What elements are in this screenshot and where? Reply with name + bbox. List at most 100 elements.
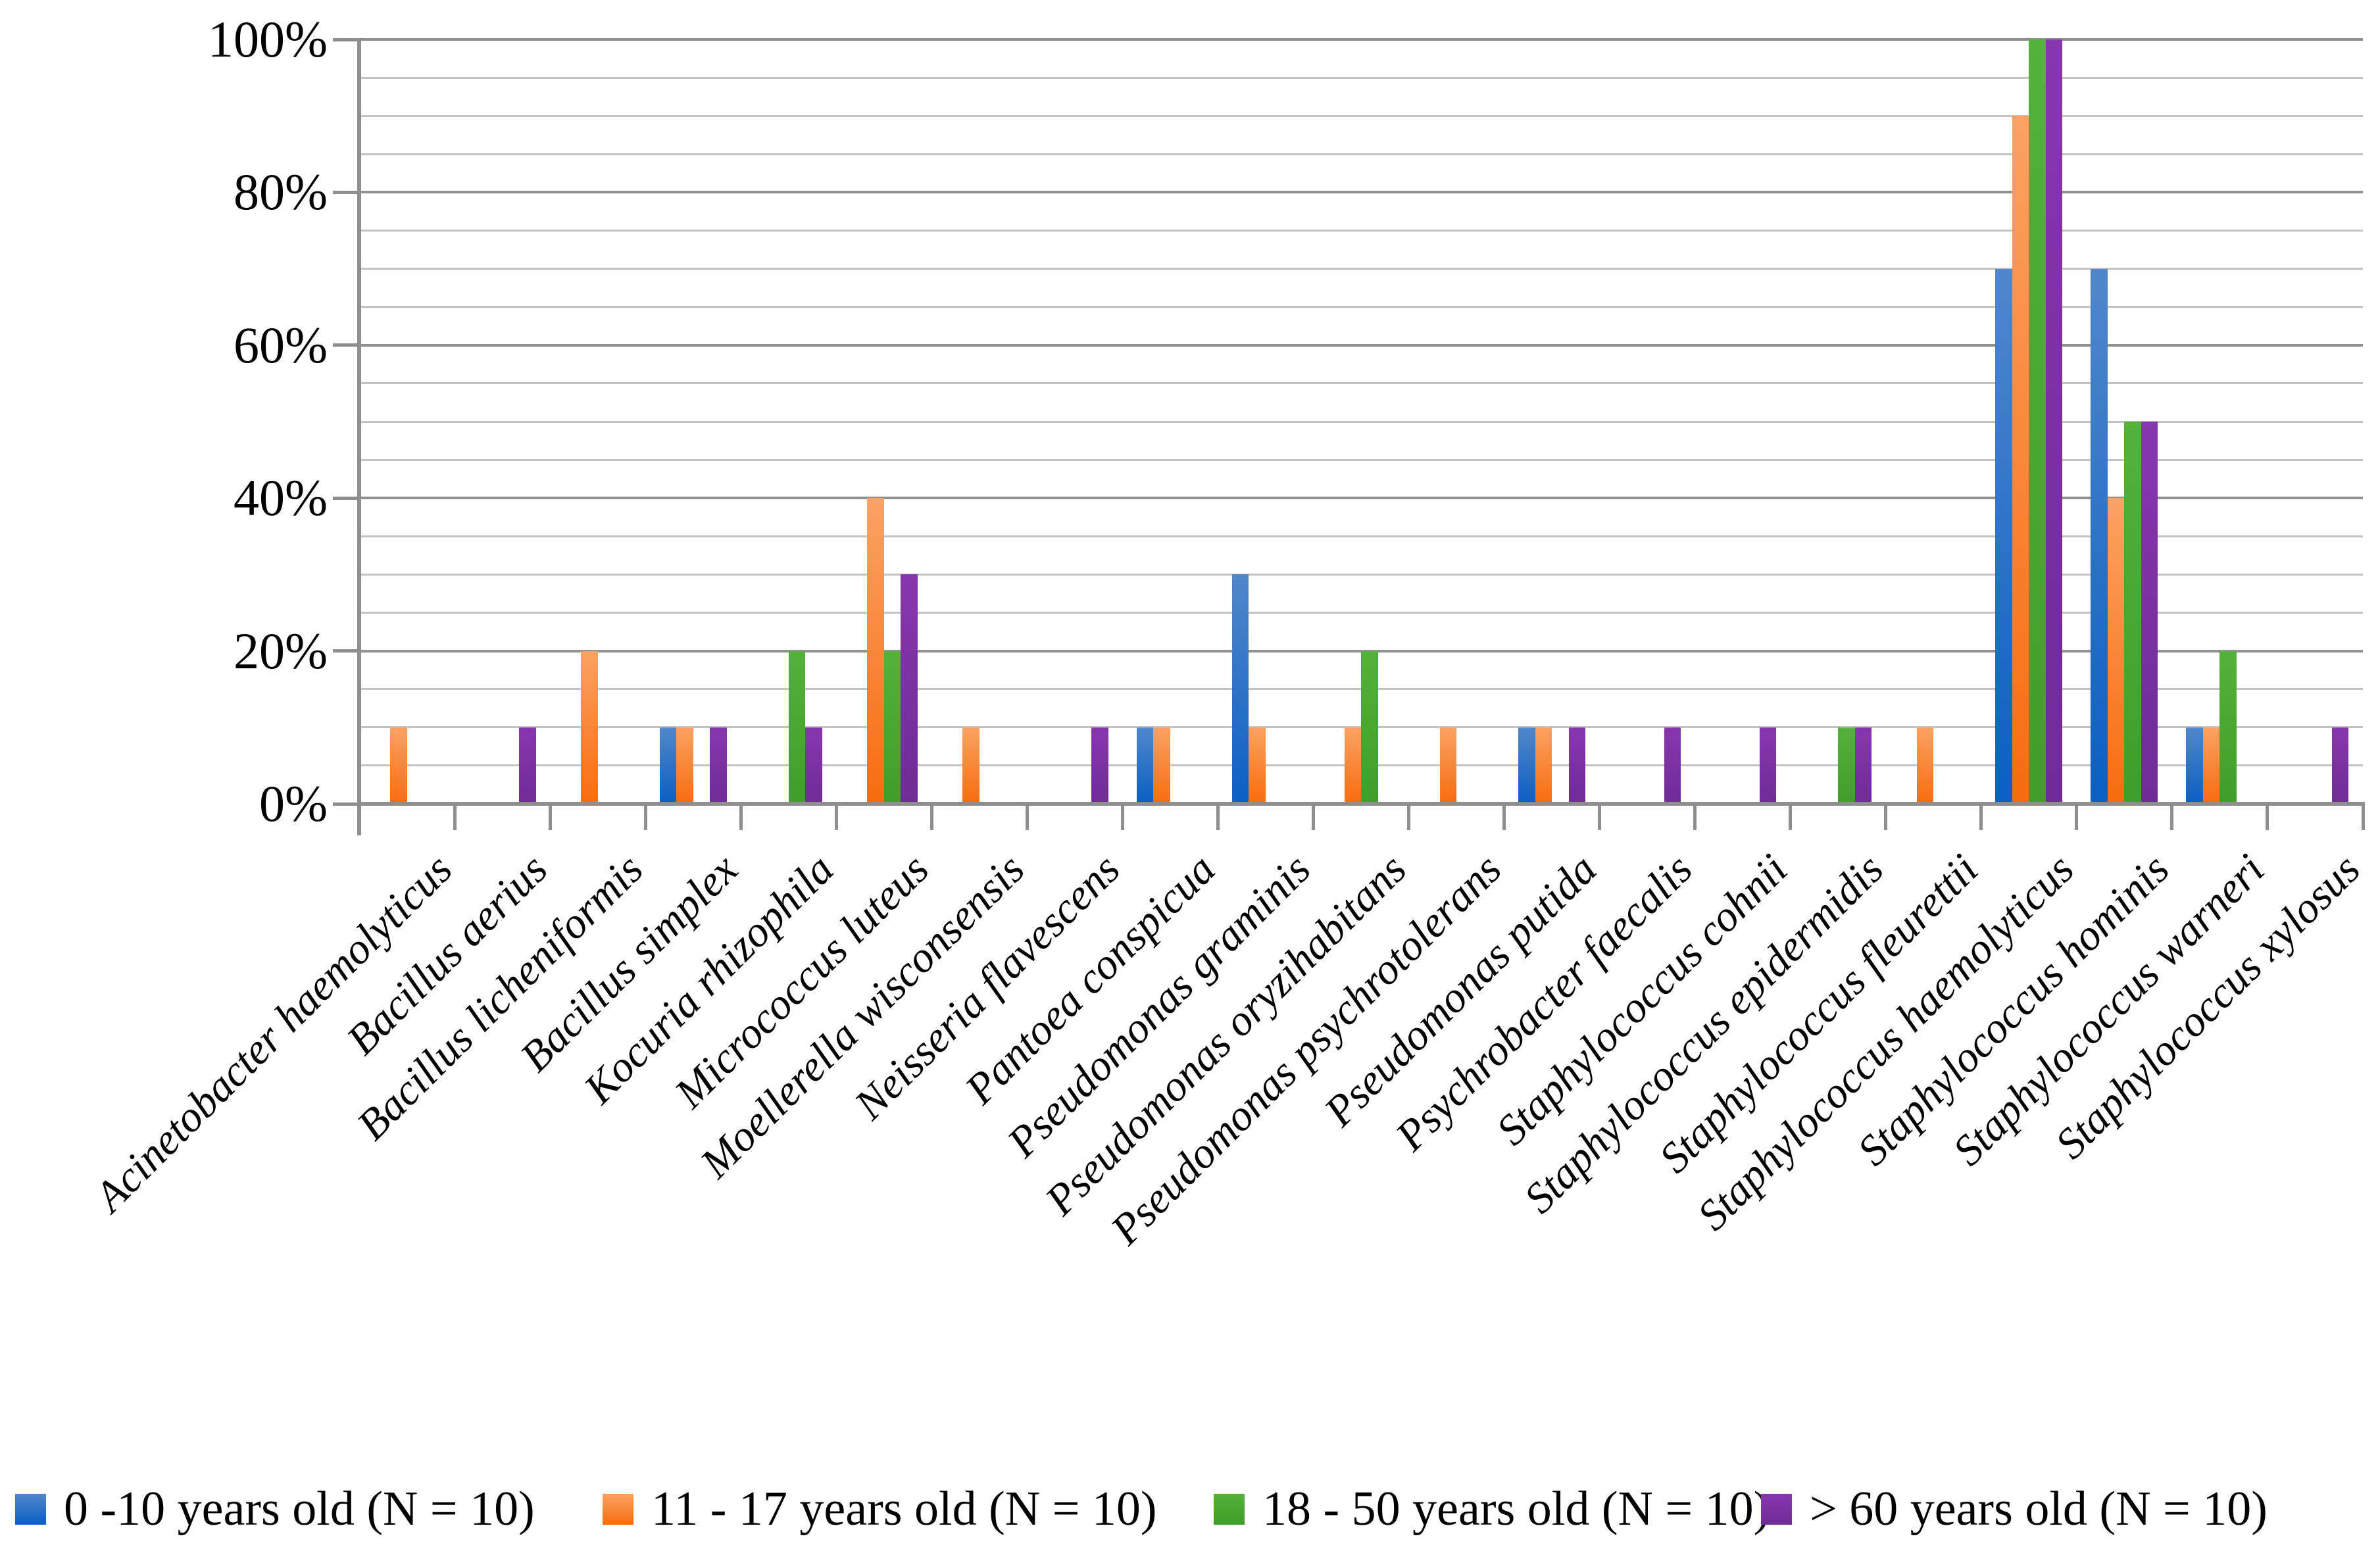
y-axis-label: 40% [234, 469, 328, 527]
bar-series3-cat18 [2141, 422, 2158, 804]
x-axis-tick [1025, 804, 1029, 830]
bar-series3-cat5 [901, 574, 918, 804]
x-axis-tick [453, 804, 457, 830]
legend-label: 11 - 17 years old (N = 10) [651, 1482, 1157, 1536]
y-axis-label: 100% [208, 11, 328, 68]
bar-series2-cat10 [1361, 651, 1378, 804]
legend-item: > 60 years old (N = 10) [1761, 1481, 2268, 1537]
bar-series1-cat11 [1439, 727, 1457, 804]
legend-label: > 60 years old (N = 10) [1810, 1482, 2268, 1536]
y-axis-label: 0% [259, 775, 328, 832]
bar-series3-cat20 [2331, 727, 2349, 804]
legend-swatch-icon [15, 1494, 46, 1525]
gridline-major [359, 191, 2363, 194]
gridline-minor [359, 382, 2363, 385]
bar-series0-cat8 [1136, 727, 1154, 804]
x-axis-tick [1407, 804, 1411, 830]
legend-swatch-icon [1761, 1494, 1792, 1525]
bar-series1-cat10 [1344, 727, 1361, 804]
bar-series3-cat17 [2045, 39, 2063, 804]
x-axis-tick [1502, 804, 1506, 830]
gridline-minor [359, 268, 2363, 270]
y-axis-label: 80% [234, 163, 328, 221]
legend-label: 0 -10 years old (N = 10) [64, 1482, 535, 1536]
gridline-major [359, 649, 2363, 653]
gridline-minor [359, 535, 2363, 537]
y-axis-label: 60% [234, 316, 328, 374]
x-axis-tick [357, 804, 361, 830]
bar-series3-cat15 [1854, 727, 1872, 804]
bar-series1-cat2 [581, 651, 598, 804]
gridline-minor [359, 573, 2363, 576]
bar-series3-cat13 [1664, 727, 1681, 804]
gridline-minor [359, 230, 2363, 232]
bar-series3-cat12 [1568, 727, 1586, 804]
bar-series2-cat15 [1838, 727, 1855, 804]
bar-series1-cat9 [1249, 727, 1266, 804]
x-axis-tick [643, 804, 647, 830]
bar-series1-cat3 [676, 727, 693, 804]
x-axis-tick [1693, 804, 1697, 830]
bar-series0-cat12 [1518, 727, 1535, 804]
gridline-minor [359, 306, 2363, 308]
bar-series3-cat7 [1091, 727, 1108, 804]
gridline-minor [359, 76, 2363, 79]
y-axis-line [357, 39, 361, 835]
gridline-minor [359, 153, 2363, 155]
y-axis-tick [333, 343, 359, 347]
x-axis-label: Acinetobacter haemolyticus [85, 845, 461, 1221]
x-axis-tick [1979, 804, 1983, 830]
legend-swatch-icon [1214, 1494, 1245, 1525]
x-axis-tick [834, 804, 838, 830]
x-axis-tick [1598, 804, 1602, 830]
bar-series1-cat0 [390, 727, 407, 804]
gridline-minor [359, 420, 2363, 423]
x-axis-tick [2170, 804, 2174, 830]
bar-series3-cat1 [519, 727, 536, 804]
x-axis-tick [1789, 804, 1793, 830]
bar-series2-cat19 [2219, 651, 2237, 804]
legend-item: 18 - 50 years old (N = 10) [1214, 1481, 1770, 1537]
y-axis-tick [333, 37, 359, 41]
bar-series0-cat3 [659, 727, 677, 804]
bar-series3-cat14 [1759, 727, 1777, 804]
y-axis-label: 20% [234, 622, 328, 679]
x-axis-tick [1311, 804, 1315, 830]
bar-series2-cat5 [883, 651, 901, 804]
gridline-major [359, 38, 2363, 41]
bar-series1-cat18 [2107, 498, 2125, 804]
bar-series1-cat16 [1916, 727, 1934, 804]
gridline-major [359, 497, 2363, 500]
legend-label: 18 - 50 years old (N = 10) [1262, 1482, 1770, 1536]
bar-series3-cat3 [710, 727, 727, 804]
x-axis-tick [2075, 804, 2079, 830]
x-axis-tick [2361, 804, 2365, 830]
gridline-minor [359, 114, 2363, 117]
x-axis-tick [1120, 804, 1124, 830]
bar-series0-cat18 [2091, 269, 2108, 804]
x-axis-line [357, 802, 2365, 806]
bar-series2-cat4 [788, 651, 806, 804]
bar-series0-cat19 [2186, 727, 2203, 804]
y-axis-tick [333, 802, 359, 806]
y-axis-tick [333, 649, 359, 653]
bar-series1-cat5 [867, 498, 884, 804]
bar-series2-cat17 [2029, 39, 2046, 804]
legend-item: 11 - 17 years old (N = 10) [603, 1481, 1157, 1537]
legend-swatch-icon [603, 1494, 633, 1525]
legend-item: 0 -10 years old (N = 10) [15, 1481, 535, 1537]
x-axis-tick [1216, 804, 1220, 830]
bar-series1-cat6 [962, 727, 979, 804]
x-axis-tick [930, 804, 933, 830]
gridline-minor [359, 458, 2363, 461]
x-axis-tick [2266, 804, 2269, 830]
bar-series1-cat19 [2202, 727, 2220, 804]
y-axis-tick [333, 190, 359, 194]
bar-series0-cat9 [1231, 574, 1249, 804]
gridline-major [359, 343, 2363, 347]
bar-series3-cat4 [805, 727, 822, 804]
gridline-minor [359, 612, 2363, 614]
x-axis-tick [739, 804, 743, 830]
x-axis-tick [1884, 804, 1888, 830]
